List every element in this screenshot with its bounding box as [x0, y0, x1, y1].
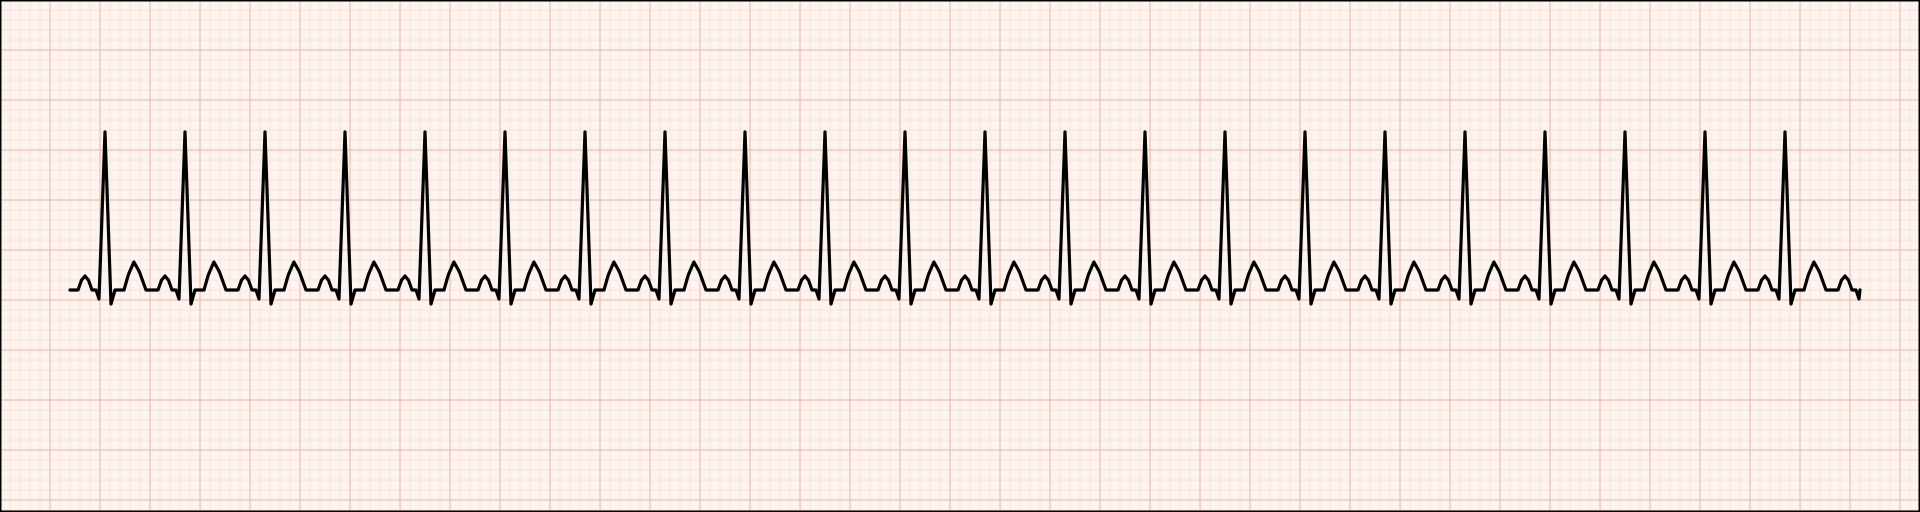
ecg-svg — [0, 0, 1920, 512]
ecg-chart — [0, 0, 1920, 512]
